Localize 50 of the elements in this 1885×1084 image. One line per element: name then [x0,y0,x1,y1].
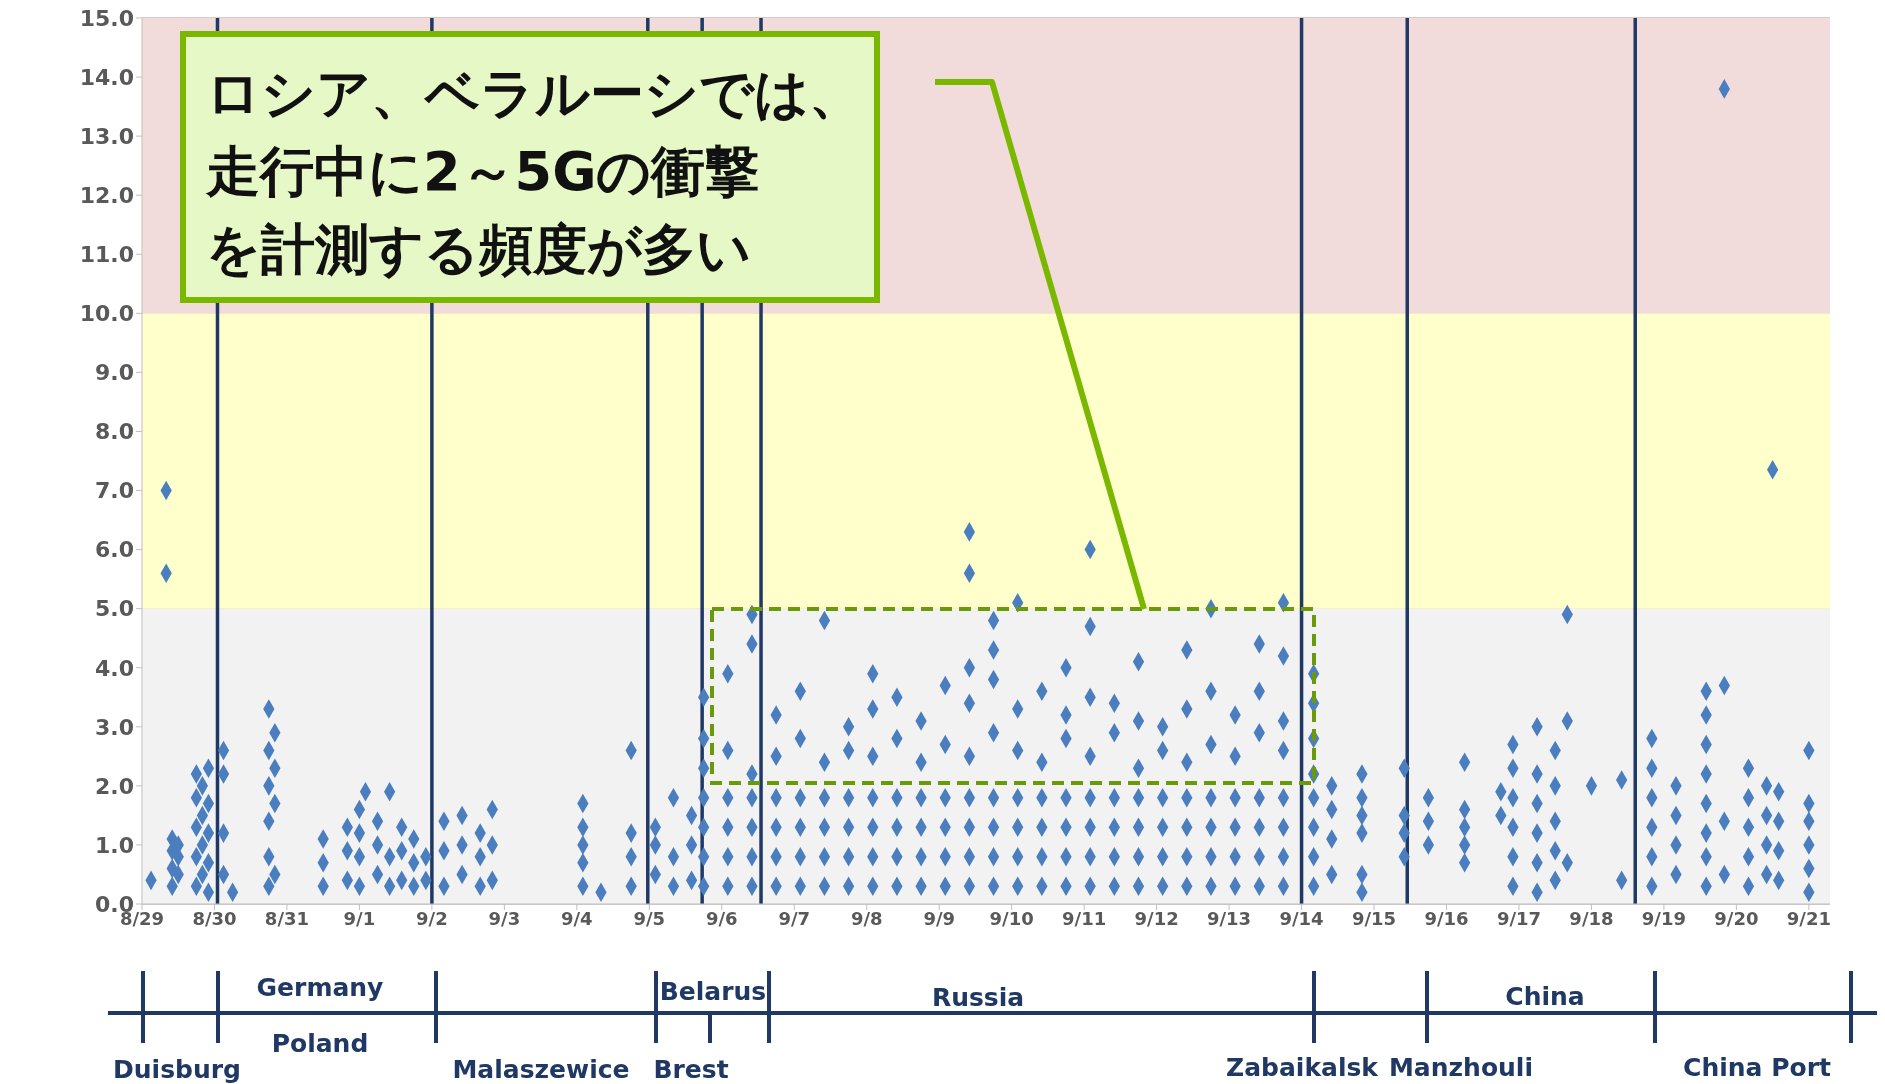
x-tick-label: 9/15 [1351,907,1397,929]
x-tick-label: 9/21 [1786,907,1831,929]
y-tick-label: 14.0 [79,64,134,90]
x-tick-label: 8/31 [264,907,310,929]
y-tick-label: 4.0 [95,655,134,681]
text: Malaszewice [452,1055,630,1084]
x-tick-label: 9/19 [1641,907,1686,929]
annotation: ロシア、ベラルーシでは、走行中に2～5Gの衝撃を計測する頻度が多い [205,62,863,281]
x-tick-label: 9/5 [633,907,666,929]
y-tick-label: 7.0 [95,478,134,504]
y-tick-label: 2.0 [95,773,134,799]
x-tick-label: 9/18 [1569,907,1614,929]
x-tick-label: 9/14 [1279,907,1324,929]
text: Duisburg [113,1055,241,1084]
x-tick-label: 9/3 [488,907,521,929]
y-tick-label: 10.0 [79,301,134,327]
text: China Port [1683,1053,1831,1082]
x-tick-label: 9/16 [1424,907,1469,929]
text: Russia [931,983,1025,1012]
y-tick-label: 6.0 [95,537,134,563]
y-tick-label: 13.0 [79,123,134,149]
y-tick-label: 15.0 [79,5,134,31]
y-tick-label: 8.0 [95,419,134,445]
y-tick-label: 12.0 [79,183,134,209]
text: Zabaikalsk [1226,1053,1380,1082]
y-tick-label: 3.0 [95,714,134,740]
x-tick-label: 9/20 [1714,907,1759,929]
text: Manzhouli [1388,1053,1534,1082]
text: China [1505,982,1585,1011]
x-tick-label: 9/11 [1062,907,1107,929]
x-tick-label: 9/12 [1134,907,1179,929]
text: Poland [271,1029,369,1058]
x-tick-label: 9/8 [850,907,883,929]
x-tick-label: 9/7 [778,907,811,929]
x-tick-label: 9/13 [1207,907,1252,929]
x-tick-label: 9/2 [416,907,448,929]
x-tick-label: 9/17 [1496,907,1542,929]
y-tick-label: 1.0 [95,832,134,858]
text: Germany [256,973,384,1002]
x-tick-label: 9/1 [343,907,376,929]
x-tick-label: 9/9 [923,907,956,929]
x-tick-label: 9/10 [989,907,1034,929]
x-tick-label: 9/6 [705,907,738,929]
text: Belarus [659,977,767,1006]
text: Brest [653,1055,729,1084]
x-tick-label: 8/30 [192,907,237,929]
x-tick-label: 9/4 [561,907,593,929]
y-tick-label: 9.0 [95,360,134,386]
y-tick-label: 5.0 [95,596,134,622]
y-tick-label: 11.0 [79,242,134,268]
